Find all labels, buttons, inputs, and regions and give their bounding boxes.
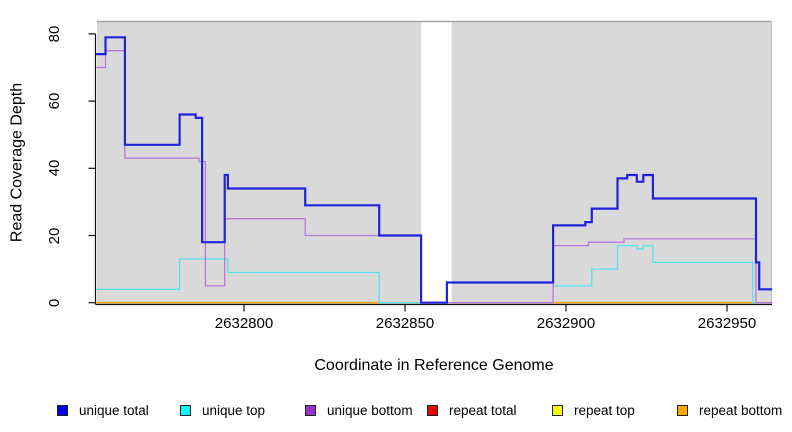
legend: unique total unique top unique bottom re… (0, 400, 792, 420)
repeat-bottom-swatch-icon (677, 404, 688, 416)
legend-label: unique bottom (327, 402, 413, 418)
legend-entry-unique-top: unique top (180, 400, 265, 420)
x-tick-label-2632800: 2632800 (214, 315, 274, 332)
legend-entry-repeat-bottom: repeat bottom (677, 400, 782, 420)
repeat-top-swatch-icon (552, 404, 563, 416)
x-axis-title: Coordinate in Reference Genome (314, 357, 554, 374)
y-tick-label-80: 80 (46, 25, 63, 43)
legend-label: repeat total (449, 402, 517, 418)
x-tick-label-2632950: 2632950 (697, 315, 757, 332)
series-unique-total (96, 36, 773, 304)
unique-bottom-swatch-icon (305, 404, 316, 416)
masked-region-band (421, 21, 452, 304)
series-unique-top (96, 244, 773, 304)
y-tick-label-0: 0 (46, 298, 63, 307)
y-tick-label-40: 40 (46, 159, 63, 177)
repeat-total-swatch-icon (427, 404, 438, 416)
legend-label: repeat top (574, 402, 635, 418)
unique-total-swatch-icon (57, 404, 68, 416)
legend-label: unique total (79, 402, 149, 418)
x-tick-label-2632850: 2632850 (375, 315, 435, 332)
legend-label: repeat bottom (699, 402, 783, 418)
y-axis-title: Read Coverage Depth (8, 82, 26, 243)
y-tick-label-60: 60 (46, 92, 63, 110)
y-tick-label-20: 20 (46, 227, 63, 244)
axis-tick-marks (88, 33, 728, 312)
x-tick-label-2632900: 2632900 (536, 315, 596, 332)
legend-entry-repeat-total: repeat total (427, 400, 517, 420)
legend-entry-unique-bottom: unique bottom (305, 400, 413, 420)
legend-entry-repeat-top: repeat top (552, 400, 635, 420)
unique-top-swatch-icon (180, 404, 191, 416)
legend-entry-unique-total: unique total (57, 400, 149, 420)
data-series-lines (96, 36, 773, 304)
legend-label: unique top (202, 402, 266, 418)
